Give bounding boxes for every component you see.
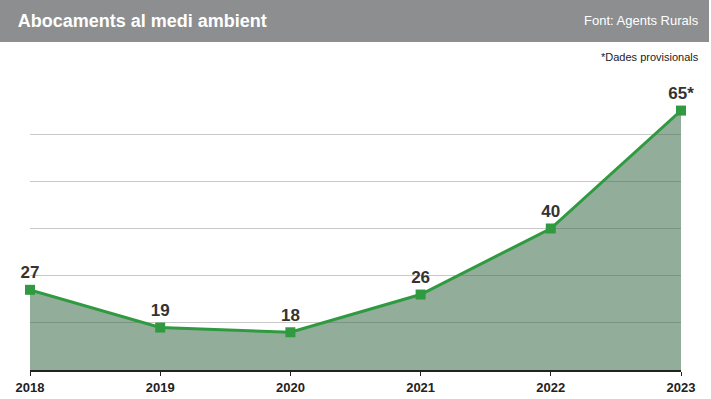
- svg-text:Abocaments al medi ambient: Abocaments al medi ambient: [18, 11, 267, 31]
- svg-text:2021: 2021: [406, 380, 435, 395]
- svg-text:40: 40: [541, 202, 560, 221]
- svg-text:2018: 2018: [16, 380, 45, 395]
- svg-text:*Dades provisionals: *Dades provisionals: [601, 51, 699, 63]
- svg-text:26: 26: [411, 268, 430, 287]
- svg-text:2020: 2020: [276, 380, 305, 395]
- svg-text:Font: Agents Rurals: Font: Agents Rurals: [584, 13, 699, 28]
- svg-text:2019: 2019: [146, 380, 175, 395]
- svg-text:19: 19: [151, 301, 170, 320]
- svg-text:2022: 2022: [536, 380, 565, 395]
- svg-text:65*: 65*: [668, 84, 694, 103]
- svg-text:18: 18: [281, 306, 300, 325]
- svg-text:27: 27: [21, 263, 40, 282]
- svg-text:2023: 2023: [667, 380, 696, 395]
